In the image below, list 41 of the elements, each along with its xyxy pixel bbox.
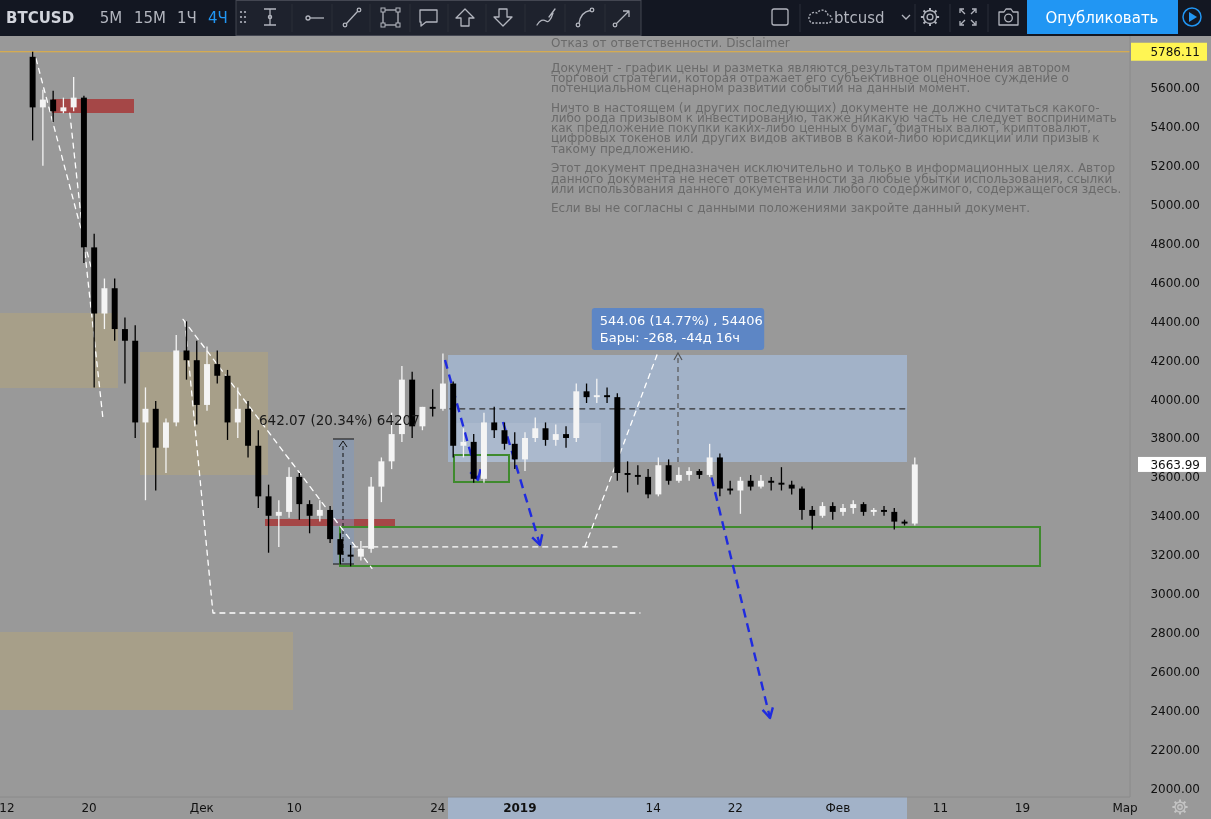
y-tick-label: 3800.00 bbox=[1150, 431, 1200, 446]
text: btcusd bbox=[834, 9, 885, 27]
y-tick-label: 2600.00 bbox=[1150, 664, 1200, 679]
y-tick-label: 3600.00 bbox=[1150, 470, 1200, 485]
text: 5M bbox=[99, 9, 123, 27]
x-tick-label: Фев bbox=[825, 801, 851, 815]
y-tick-label: 4800.00 bbox=[1150, 237, 1200, 252]
ref-line-label: 5786.11 bbox=[1150, 45, 1200, 60]
x-tick-label: 20 bbox=[81, 801, 97, 815]
x-tick-label: 2019 bbox=[503, 801, 537, 815]
annotation: 544.06 (14.77%) , 54406 Бары: -268, -44д 16ч bbox=[599, 313, 763, 345]
y-tick-label: 3400.00 bbox=[1150, 509, 1200, 524]
y-tick-label: 2000.00 bbox=[1150, 781, 1200, 796]
y-tick-label: 5400.00 bbox=[1150, 120, 1200, 135]
y-tick-label: 2800.00 bbox=[1150, 625, 1200, 640]
x-tick-label: 12 bbox=[0, 801, 15, 815]
chart-title: BTCUSD bbox=[6, 9, 75, 27]
x-tick-label: Дек bbox=[189, 801, 214, 815]
y-tick-label: 3663.99 bbox=[1150, 457, 1200, 472]
y-tick-label: 2200.00 bbox=[1150, 742, 1200, 757]
y-tick-label: 2400.00 bbox=[1150, 703, 1200, 718]
x-tick-label: 22 bbox=[727, 801, 743, 815]
x-tick-label: 14 bbox=[645, 801, 661, 815]
x-tick-label: 10 bbox=[286, 801, 302, 815]
y-tick-label: 5000.00 bbox=[1150, 198, 1200, 213]
x-tick-label: 11 bbox=[932, 801, 949, 815]
y-tick-label: 4000.00 bbox=[1150, 392, 1200, 407]
y-tick-label: 3200.00 bbox=[1150, 548, 1200, 563]
y-tick-label: 5600.00 bbox=[1150, 81, 1200, 96]
x-tick-label: Мар bbox=[1112, 801, 1138, 815]
x-tick-label: 19 bbox=[1014, 801, 1031, 815]
text: 4Ч bbox=[208, 9, 228, 27]
y-tick-label: 3000.00 bbox=[1150, 587, 1200, 602]
y-tick-label: 4400.00 bbox=[1150, 314, 1200, 329]
text: Опубликовать bbox=[1045, 9, 1159, 27]
y-tick-label: 5200.00 bbox=[1150, 159, 1200, 174]
text: 15M bbox=[133, 9, 167, 27]
text: 1Ч bbox=[177, 9, 197, 27]
y-tick-label: 4200.00 bbox=[1150, 353, 1200, 368]
y-tick-label: 4600.00 bbox=[1150, 275, 1200, 290]
x-tick-label: 24 bbox=[430, 801, 446, 815]
